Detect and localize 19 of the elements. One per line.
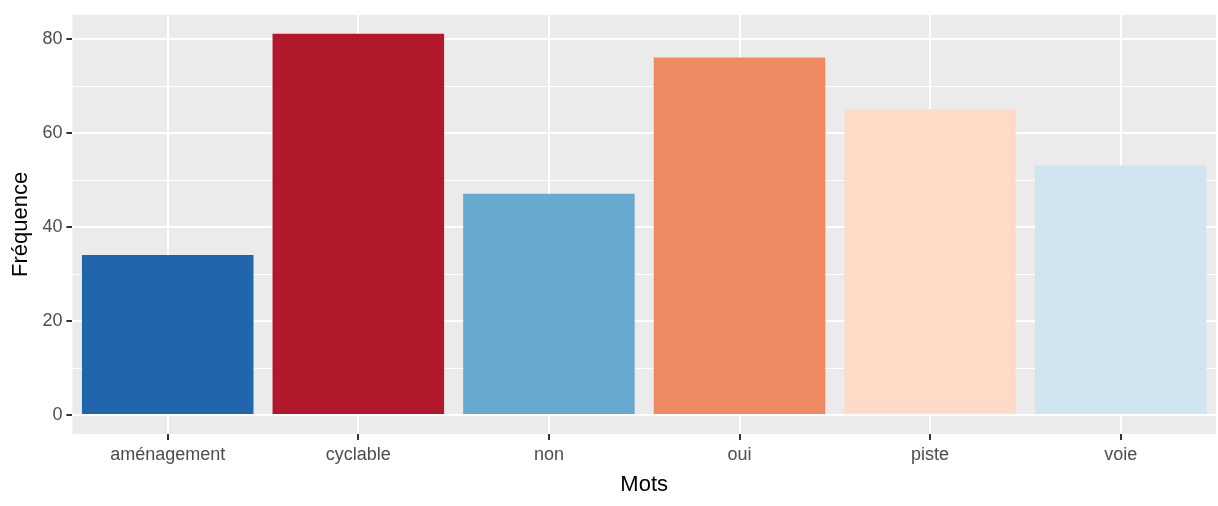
- x-tick-label: cyclable: [325, 443, 391, 464]
- x-axis-title: Mots: [620, 470, 669, 496]
- y-axis-title: Fréquence: [7, 171, 33, 277]
- y-tick-label: 20: [42, 309, 63, 330]
- bar: [81, 254, 254, 414]
- x-tick-label: aménagement: [110, 443, 226, 464]
- y-tick-label: 80: [42, 27, 63, 48]
- x-tick-label: voie: [1104, 443, 1138, 464]
- x-tick-label: oui: [727, 443, 752, 464]
- y-tick-label: 40: [42, 215, 63, 236]
- x-tick-label: piste: [911, 443, 950, 464]
- x-tick-label: non: [533, 443, 564, 464]
- bar: [272, 33, 445, 414]
- bar: [653, 57, 826, 414]
- bar: [463, 193, 635, 414]
- bar: [844, 109, 1016, 414]
- y-tick-label: 0: [52, 403, 63, 424]
- bar: [1034, 165, 1207, 414]
- y-tick-label: 60: [42, 121, 63, 142]
